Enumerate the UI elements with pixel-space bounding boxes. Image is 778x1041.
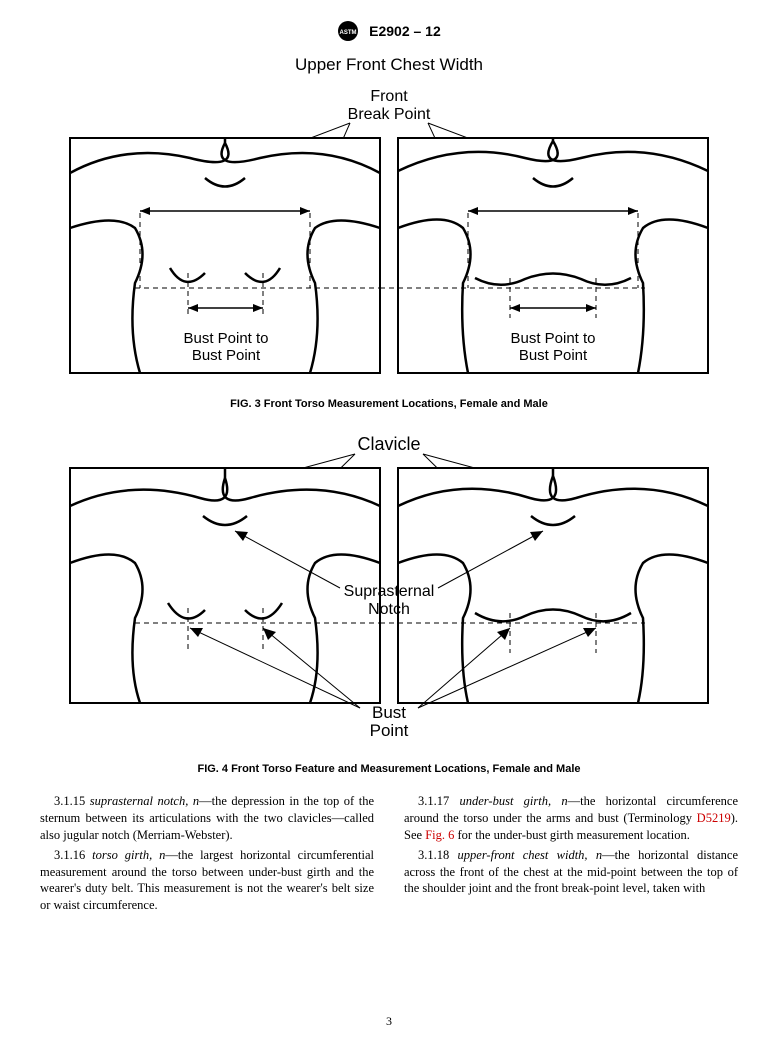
doc-id: E2902 – 12 <box>369 23 441 39</box>
doc-header: ASTM E2902 – 12 <box>40 20 738 45</box>
def-3-1-18: 3.1.18 upper-front chest width, n—the ho… <box>404 847 738 898</box>
svg-text:Suprasternal: Suprasternal <box>344 583 435 600</box>
def-3-1-17: 3.1.17 under-bust girth, n—the horizonta… <box>404 793 738 844</box>
definitions-columns: 3.1.15 suprasternal notch, n—the depress… <box>40 793 738 917</box>
svg-text:Bust Point to: Bust Point to <box>510 330 595 347</box>
svg-text:Bust: Bust <box>372 703 406 722</box>
svg-text:Bust Point: Bust Point <box>519 347 588 364</box>
svg-text:Bust Point: Bust Point <box>192 347 261 364</box>
svg-text:Clavicle: Clavicle <box>357 434 420 454</box>
svg-text:Point: Point <box>370 721 409 740</box>
def-num: 3.1.16 <box>54 848 85 862</box>
def-num: 3.1.15 <box>54 794 85 808</box>
def-num: 3.1.17 <box>418 794 449 808</box>
astm-logo-icon: ASTM <box>337 20 359 45</box>
page: ASTM E2902 – 12 Upper Front Chest Width … <box>0 0 778 1041</box>
def-text-c: for the under-bust girth measurement loc… <box>454 828 689 842</box>
def-text-a: —the horizontal circumference around the… <box>404 794 738 825</box>
fig3-top-title: Upper Front Chest Width <box>40 55 738 75</box>
page-number: 3 <box>0 1014 778 1029</box>
figure-3: Front Break Point <box>40 83 738 388</box>
def-term: under-bust girth, n <box>460 794 568 808</box>
def-term: torso girth, n <box>92 848 165 862</box>
def-term: upper-front chest width, n <box>458 848 603 862</box>
right-column: 3.1.17 under-bust girth, n—the horizonta… <box>404 793 738 917</box>
def-text: —the largest horizontal circumferential … <box>40 848 374 913</box>
left-column: 3.1.15 suprasternal notch, n—the depress… <box>40 793 374 917</box>
svg-text:Bust Point to: Bust Point to <box>183 330 268 347</box>
def-num: 3.1.18 <box>418 848 449 862</box>
def-3-1-15: 3.1.15 suprasternal notch, n—the depress… <box>40 793 374 844</box>
figure-4: Clavicle <box>40 428 738 753</box>
svg-text:Front: Front <box>370 88 408 105</box>
def-term: suprasternal notch, n <box>90 794 199 808</box>
fig3-caption: FIG. 3 Front Torso Measurement Locations… <box>40 398 738 410</box>
fig4-caption: FIG. 4 Front Torso Feature and Measureme… <box>40 763 738 775</box>
ref-d5219[interactable]: D5219 <box>697 811 731 825</box>
def-3-1-16: 3.1.16 torso girth, n—the largest horizo… <box>40 847 374 915</box>
svg-text:Notch: Notch <box>368 601 410 618</box>
ref-fig6[interactable]: Fig. 6 <box>425 828 454 842</box>
svg-text:ASTM: ASTM <box>340 30 357 36</box>
svg-text:Break Point: Break Point <box>348 106 431 123</box>
